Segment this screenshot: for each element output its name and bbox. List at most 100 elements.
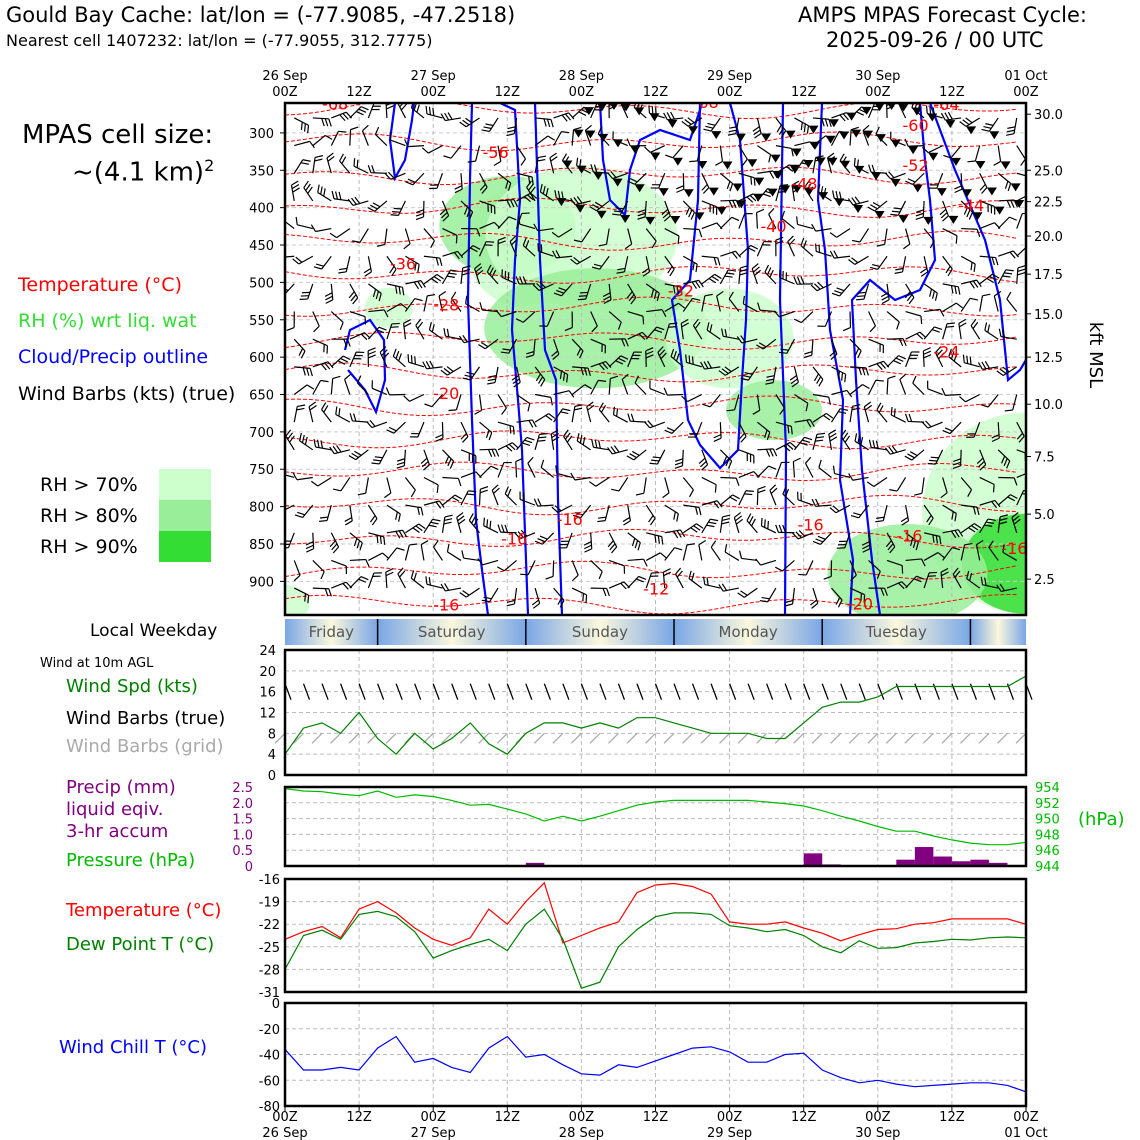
wind-barb-staff [649, 387, 665, 396]
wind-barb-feather [837, 599, 843, 608]
wind-barb-feather [748, 515, 754, 524]
rh-area-rh80 [484, 268, 709, 389]
wind-barb-staff [982, 584, 999, 589]
wind-barb-feather [300, 162, 309, 165]
wind-barb-staff [368, 532, 384, 538]
wind-barb-feather [898, 338, 904, 347]
wind-barb-staff [595, 476, 610, 487]
wind-barb-staff [757, 421, 771, 433]
wind-barb-feather [829, 507, 837, 514]
wind-barb-staff [540, 191, 554, 202]
wind-barb-feather [423, 464, 430, 471]
wind-barb-feather [947, 268, 953, 277]
wind-barb-feather [789, 442, 797, 449]
wind-barb-feather [324, 292, 333, 297]
wind-barb-pennant [815, 157, 826, 166]
wind-barb-staff [445, 335, 462, 340]
wind-barb-staff [747, 366, 758, 381]
wind-barb-feather [403, 322, 412, 328]
wind-barb-staff [905, 351, 912, 368]
wind-barb-feather [875, 440, 879, 449]
wind-barb-feather [871, 164, 876, 173]
wind-barb-staff [590, 103, 598, 119]
wind-barb-staff [623, 256, 629, 273]
wind-barb-feather [594, 201, 603, 207]
wind-barb-staff [683, 279, 700, 285]
wind-barb-feather [477, 558, 484, 566]
wind-barb-staff [516, 192, 531, 202]
wind-barb-feather [653, 290, 657, 300]
grid-barb [367, 732, 379, 744]
wind-barb-feather [650, 288, 655, 297]
wind-barb-feather [898, 355, 907, 360]
bottom-axis-date: 28 Sep [559, 1126, 604, 1140]
wind-barb-feather [1012, 515, 1020, 522]
wind-barb-staff [779, 310, 795, 318]
wind-barb-feather [906, 294, 913, 302]
wind-barb-staff [815, 227, 832, 232]
wind-barb-feather [765, 382, 774, 385]
legend-rh90-swatch [159, 531, 211, 562]
wind-barb-feather [464, 374, 473, 378]
wind-barb-feather [326, 152, 334, 159]
wind-barb-feather [981, 361, 987, 370]
pressure-tick-label: 850 [249, 538, 274, 553]
wind-barb-feather [397, 567, 404, 575]
wind-barb-feather [304, 593, 307, 602]
wind-barb-staff [527, 462, 536, 478]
wind-barb-feather [638, 575, 647, 580]
wind-barb-staff [349, 505, 353, 522]
wind-barb-staff [664, 302, 679, 313]
wind-barb-feather [454, 185, 463, 190]
wind-barb-staff [834, 473, 851, 479]
wind-barb-feather [969, 572, 973, 581]
wind-barb-feather [417, 281, 423, 289]
wind-barb-feather [429, 360, 435, 369]
wind-barb-staff [650, 145, 666, 153]
wind-barb-feather [542, 185, 546, 195]
wind-barb-staff [890, 172, 906, 180]
wind-barb-feather [885, 540, 892, 548]
wind-barb-feather [881, 299, 890, 305]
wind-barb-pennant [667, 119, 678, 128]
wind-barb-staff [849, 366, 867, 369]
wind-barb-feather [641, 267, 650, 274]
wind-barb-feather [289, 435, 295, 443]
wind-barb-staff [979, 222, 995, 230]
precip-bar [970, 859, 989, 866]
wind-barb-feather [591, 266, 600, 270]
wind-barb-feather [952, 461, 961, 466]
wind-barb-feather [307, 125, 310, 134]
wind-barb-feather [396, 458, 405, 462]
wind-barb-feather [642, 316, 645, 325]
wind-barb-feather [309, 141, 315, 149]
wind-barb-feather [835, 190, 839, 200]
wind-barb-staff [998, 199, 1015, 202]
wind-barb-pennant [923, 216, 934, 225]
wind-barb-feather [313, 266, 322, 270]
wind-barb-feather [828, 119, 832, 128]
wind-barb-staff [812, 434, 818, 450]
wind-barb-feather [818, 459, 822, 468]
wind-barb-feather [594, 439, 598, 448]
top-axis-hour: 00Z [865, 85, 891, 100]
isotherm-label: -28 [433, 296, 459, 315]
wind-barb-feather [537, 376, 544, 384]
wind-barb-staff [442, 250, 458, 257]
pressure-tick-label: 350 [249, 164, 274, 179]
wind-barb-pennant [670, 215, 681, 224]
wind-barb-pennant [839, 131, 850, 140]
wind-barb-pennant [989, 131, 1000, 140]
true-barb [562, 683, 570, 700]
wind-barb-staff [667, 393, 684, 396]
rh-area-rh80 [726, 380, 823, 441]
wind-barb-staff [285, 255, 295, 258]
wind-barb-staff [441, 516, 446, 533]
wind-barb-feather [576, 157, 579, 166]
wind-barb-feather [853, 157, 856, 166]
wind-barb-feather [732, 200, 737, 208]
wind-barb-feather [899, 373, 907, 381]
true-barb [469, 683, 477, 700]
wind-barb-feather [342, 113, 349, 120]
isotherm-label: -20 [433, 384, 459, 403]
